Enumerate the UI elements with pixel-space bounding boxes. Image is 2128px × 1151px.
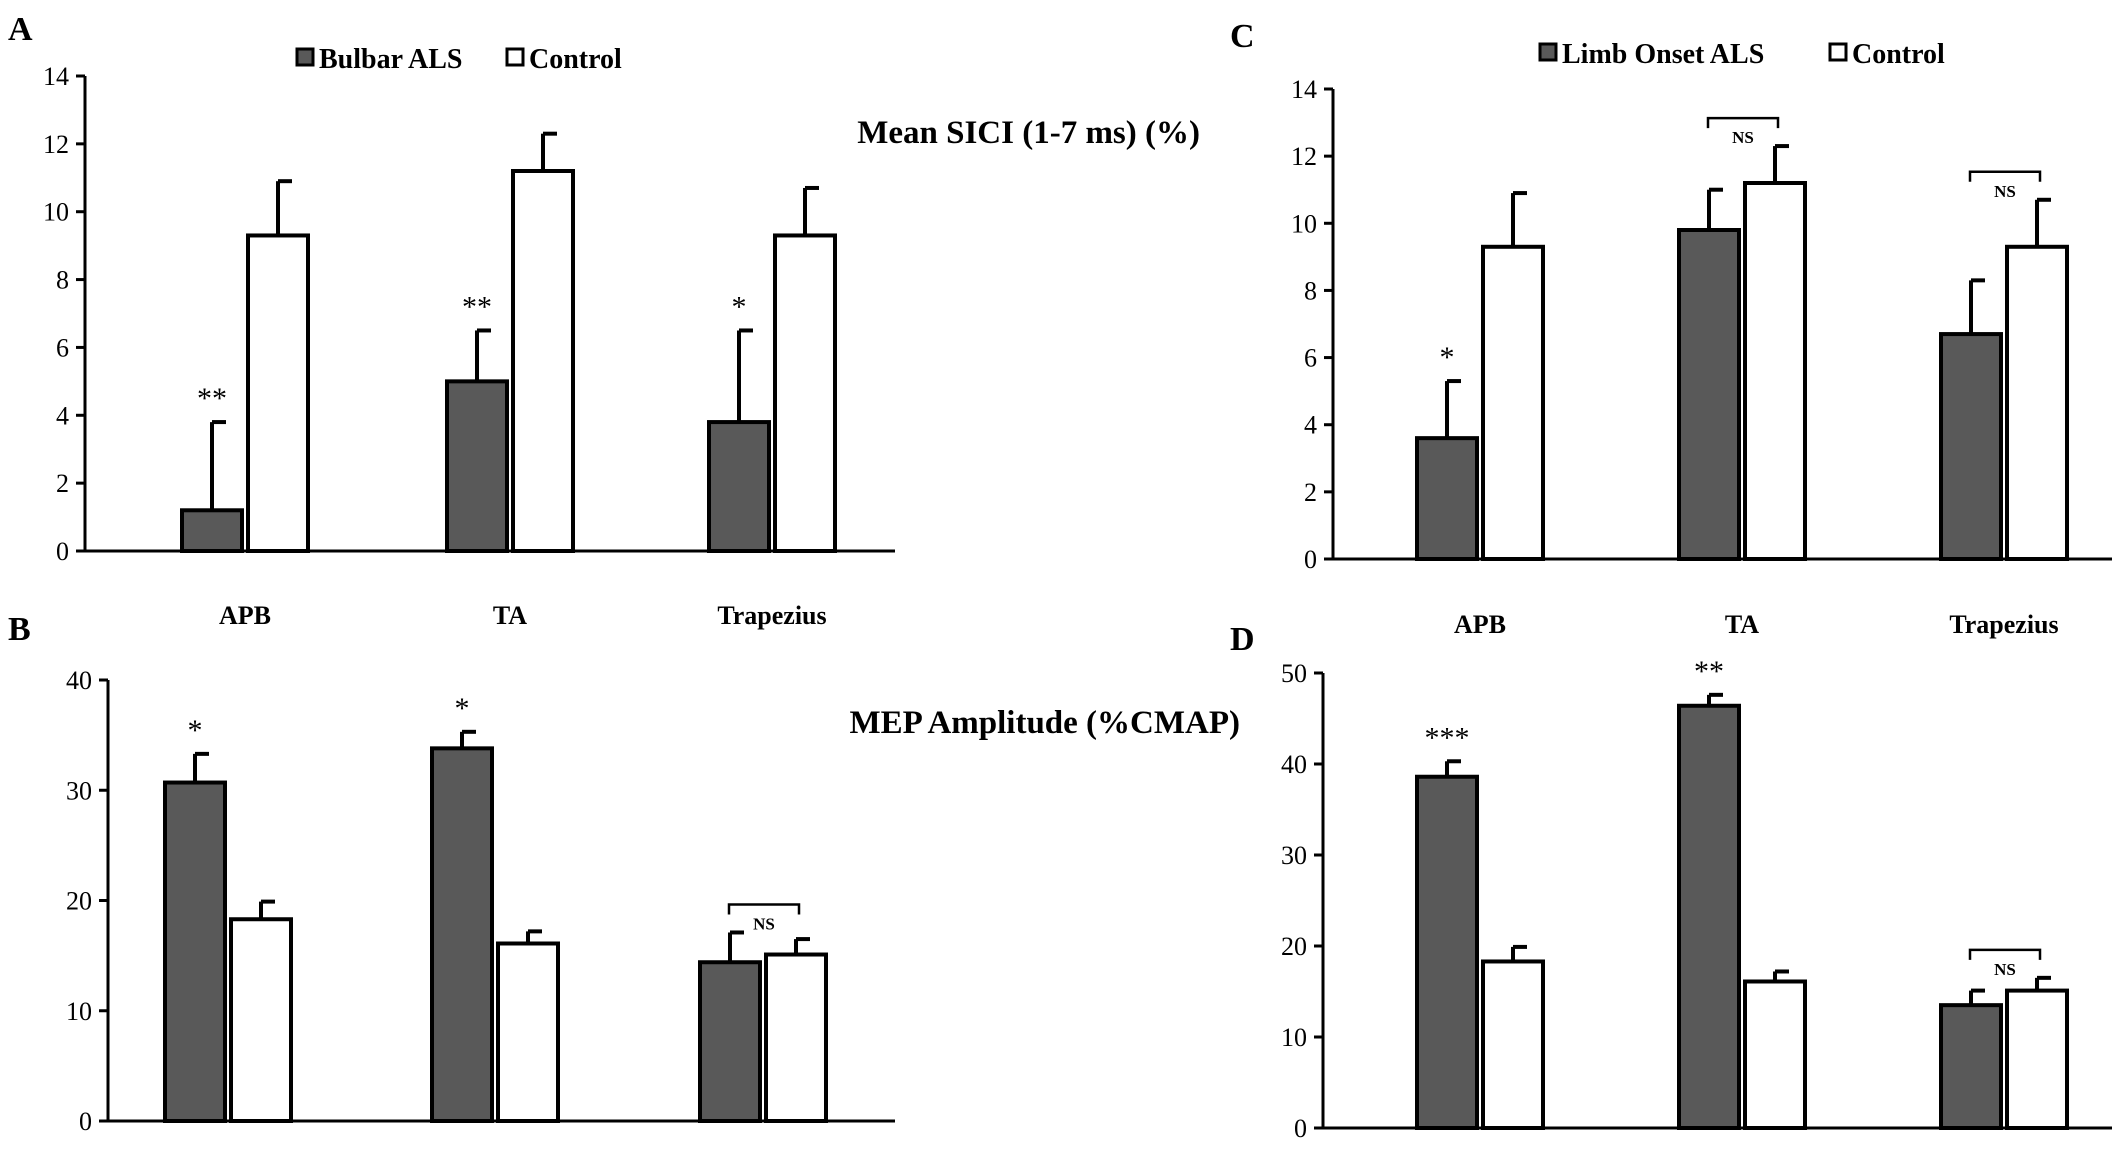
- ns-bracket: [727, 903, 801, 915]
- ns-label: NS: [1994, 960, 2016, 979]
- y-tick-label: 20: [66, 887, 92, 916]
- y-tick-label: 4: [1304, 411, 1317, 440]
- bar-control: [1743, 181, 1807, 561]
- y-tick-label: 8: [1304, 276, 1317, 305]
- bar-als: [1939, 332, 2003, 562]
- y-tick-label: 14: [1291, 75, 1317, 104]
- chart-title: MEP Amplitude (%CMAP): [850, 705, 1240, 741]
- y-tick-label: 2: [56, 469, 69, 498]
- category-label: TA: [493, 601, 527, 630]
- bar-control: [773, 233, 837, 553]
- bar-control: [1481, 959, 1545, 1130]
- ns-bracket: [1706, 116, 1780, 129]
- legend-swatch: [1828, 42, 1848, 62]
- category-label: TA: [1725, 610, 1759, 639]
- category-label: Trapezius: [1949, 610, 2058, 639]
- bar-control: [2005, 988, 2069, 1131]
- panel-c: C 0 2 4 6 8 10 12 14 * NS NS Limb Onset ALS Control AP…: [1230, 18, 2112, 639]
- bar-als: [1415, 774, 1479, 1130]
- ns-label: NS: [753, 914, 775, 933]
- bar-control: [496, 941, 560, 1123]
- y-tick-label: 14: [43, 62, 69, 91]
- category-label: Trapezius: [717, 601, 826, 630]
- significance-marker: ***: [1425, 721, 1470, 754]
- bar-control: [229, 917, 293, 1123]
- bar-als: [707, 420, 771, 554]
- y-tick-label: 40: [1281, 750, 1307, 779]
- significance-marker: *: [732, 290, 747, 323]
- y-tick-label: 4: [56, 401, 69, 430]
- y-tick-label: 10: [1291, 209, 1317, 238]
- significance-marker: **: [1694, 655, 1724, 688]
- panel-label-c: C: [1230, 18, 1255, 55]
- bar-control: [764, 952, 828, 1124]
- ns-bracket: [1968, 948, 2042, 960]
- bar-als: [163, 780, 227, 1123]
- category-label: APB: [1454, 610, 1506, 639]
- panel-b: B 0 10 20 30 40 * * NS MEP Amplitude (%CMAP): [8, 611, 1240, 1136]
- y-tick-label: 0: [1304, 545, 1317, 574]
- y-tick-label: 12: [43, 130, 69, 159]
- bar-als: [1939, 1003, 2003, 1131]
- legend-label: Control: [1852, 39, 1945, 70]
- category-label: APB: [219, 601, 271, 630]
- significance-marker: **: [462, 290, 492, 323]
- panel-label-b: B: [8, 611, 31, 648]
- significance-marker: *: [455, 692, 470, 725]
- bar-als: [430, 746, 494, 1123]
- bar-control: [2005, 244, 2069, 562]
- significance-marker: *: [1440, 341, 1455, 374]
- panel-label-d: D: [1230, 621, 1255, 658]
- y-tick-label: 0: [79, 1107, 92, 1136]
- y-tick-label: 12: [1291, 142, 1317, 171]
- significance-marker: *: [188, 714, 203, 747]
- bar-als: [1415, 436, 1479, 561]
- y-tick-label: 20: [1281, 932, 1307, 961]
- bar-control: [511, 169, 575, 553]
- y-tick-label: 0: [1294, 1114, 1307, 1143]
- y-tick-label: 2: [1304, 478, 1317, 507]
- bar-als: [1677, 703, 1741, 1130]
- y-tick-label: 6: [1304, 344, 1317, 373]
- ns-label: NS: [1994, 182, 2016, 201]
- legend-swatch: [505, 47, 525, 67]
- legend-label: Limb Onset ALS: [1562, 39, 1764, 70]
- bar-als: [698, 960, 762, 1123]
- y-tick-label: 10: [43, 198, 69, 227]
- y-tick-label: 30: [1281, 841, 1307, 870]
- ns-bracket: [1968, 170, 2042, 182]
- y-tick-label: 10: [66, 997, 92, 1026]
- ns-label: NS: [1732, 128, 1754, 147]
- chart-title: Mean SICI (1-7 ms) (%): [857, 115, 1200, 151]
- bar-als: [445, 379, 509, 553]
- y-tick-label: 8: [56, 266, 69, 295]
- y-tick-label: 6: [56, 333, 69, 362]
- bar-control: [246, 233, 310, 553]
- y-tick-label: 10: [1281, 1023, 1307, 1052]
- legend-label: Control: [529, 44, 622, 75]
- significance-marker: **: [197, 382, 227, 415]
- y-tick-label: 50: [1281, 659, 1307, 688]
- bar-als: [180, 508, 244, 553]
- legend-swatch: [1538, 42, 1558, 62]
- panel-label-a: A: [8, 11, 33, 48]
- bar-control: [1481, 244, 1545, 562]
- bar-control: [1743, 979, 1807, 1130]
- y-tick-label: 0: [56, 537, 69, 566]
- legend-label: Bulbar ALS: [319, 44, 462, 75]
- y-tick-label: 30: [66, 776, 92, 805]
- legend-swatch: [295, 47, 315, 67]
- bar-als: [1677, 228, 1741, 561]
- y-tick-label: 40: [66, 666, 92, 695]
